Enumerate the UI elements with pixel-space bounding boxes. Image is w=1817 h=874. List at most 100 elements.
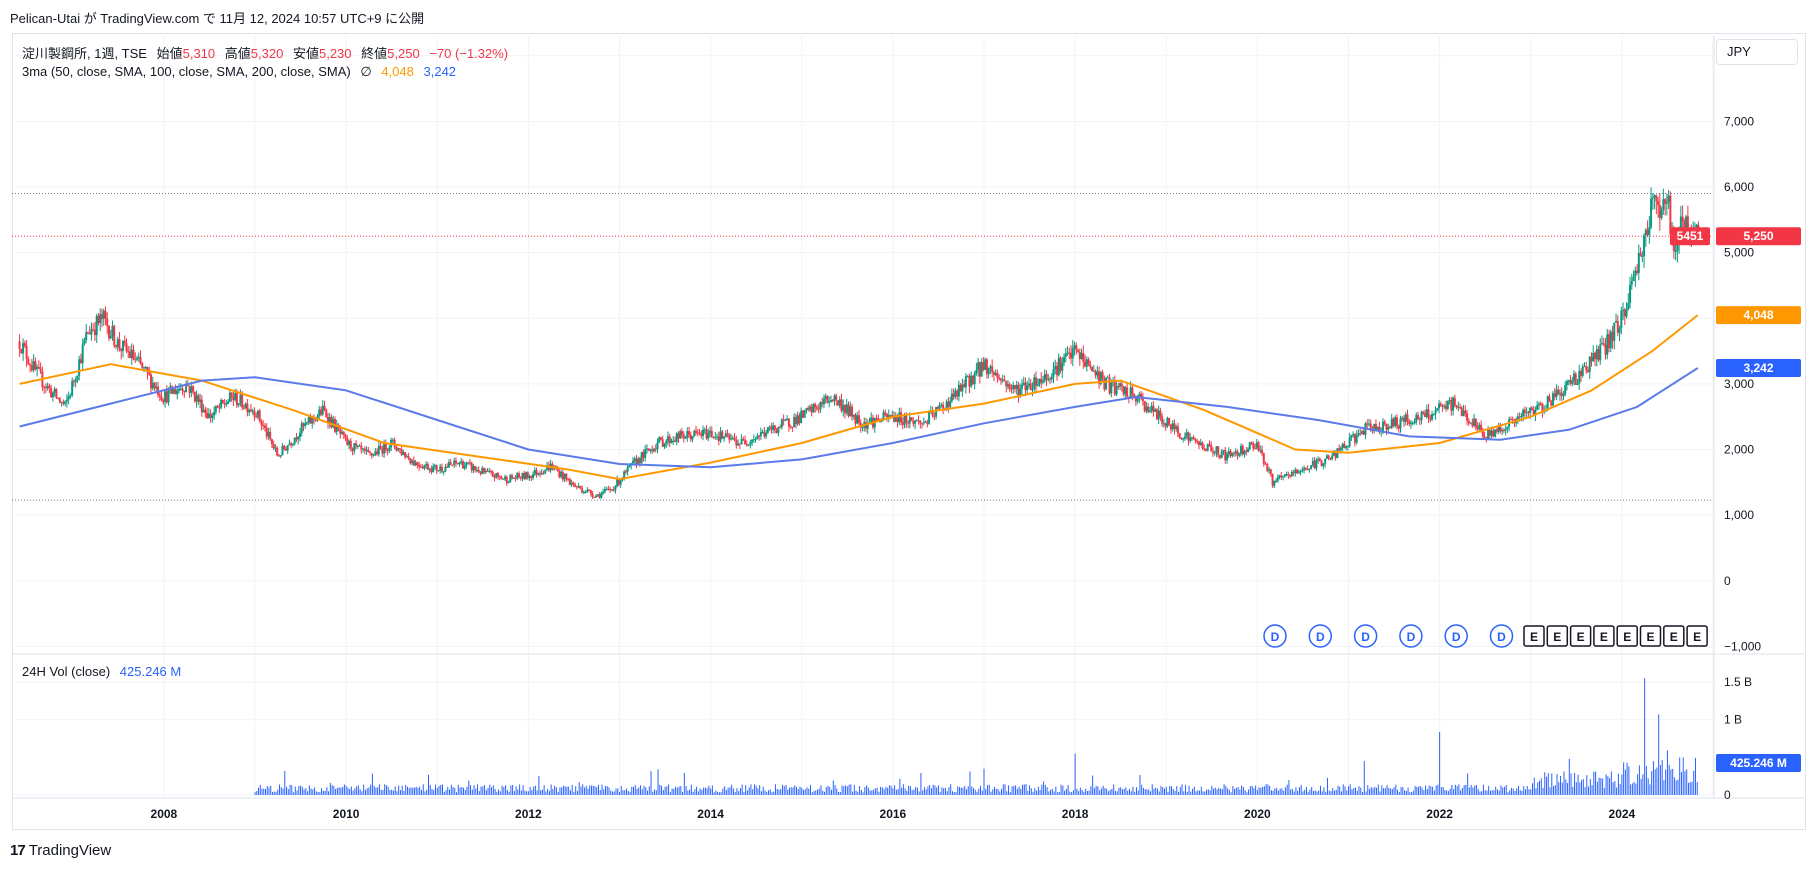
candle-body (572, 482, 575, 485)
candle-body (1066, 352, 1069, 354)
candle-body (577, 485, 580, 488)
candle-body (211, 415, 214, 418)
candle-body (773, 425, 776, 430)
candle-body (199, 399, 202, 403)
candle-body (903, 415, 906, 425)
candle-body (1453, 397, 1456, 406)
candle-body (603, 489, 606, 492)
candle-body (253, 410, 256, 417)
candle-body (465, 462, 468, 466)
candle-body (1565, 381, 1568, 385)
candle-body (65, 399, 68, 402)
candle-body (1438, 403, 1441, 409)
candle-body (482, 468, 485, 473)
candle-body (88, 333, 91, 335)
candle-body (178, 388, 181, 391)
candle-body (1303, 468, 1306, 471)
candle-body (370, 453, 373, 456)
last-price-label: 5,250 (1716, 227, 1801, 246)
candle-body (383, 442, 386, 454)
ma-hidden-icon[interactable]: ∅ (360, 64, 372, 79)
candle-body (1294, 469, 1297, 474)
candle-body (1131, 387, 1134, 395)
candle-body (1410, 422, 1413, 425)
candle-body (919, 420, 922, 424)
candle-body (1648, 227, 1651, 235)
candle-body (290, 443, 293, 446)
candle-body (539, 472, 542, 475)
candle-body (1220, 451, 1223, 458)
candle-body (1084, 361, 1087, 367)
candle-body (72, 381, 75, 383)
candle-body (1192, 437, 1195, 440)
symbol-label[interactable]: 淀川製鋼所, 1週, TSE (22, 46, 147, 61)
candle-body (710, 430, 713, 437)
candle-body (409, 458, 412, 464)
candle-body (800, 410, 803, 424)
candle-body (484, 470, 487, 473)
candle-body (801, 410, 804, 418)
candle-body (51, 392, 54, 398)
candle-body (1254, 448, 1257, 450)
candle-body (700, 433, 703, 436)
candle-body (570, 482, 573, 485)
earnings-marker-box (1616, 625, 1638, 647)
ma100-last-label: 3,242 (1716, 358, 1801, 377)
candle-body (1422, 411, 1425, 414)
candle-body (1061, 362, 1064, 371)
candle-body (64, 401, 67, 404)
candle-body (624, 471, 627, 473)
candle-body (567, 478, 570, 480)
candle-body (1459, 406, 1462, 408)
candle-body (1532, 410, 1535, 416)
candle-body (935, 406, 938, 417)
candle-body (258, 410, 261, 422)
candle-body (1348, 437, 1351, 446)
candle-body (136, 357, 139, 360)
earnings-marker-text: E (1577, 630, 1585, 644)
earnings-marker: E (1663, 625, 1685, 647)
currency-button[interactable]: JPY (1716, 39, 1798, 65)
candle-body (582, 492, 585, 494)
candle-body (1571, 380, 1574, 384)
candle-body (281, 445, 284, 456)
candle-body (1522, 409, 1525, 417)
candle-body (1467, 420, 1470, 424)
candle-body (707, 433, 710, 439)
ma-indicator-label[interactable]: 3ma (50, close, SMA, 100, close, SMA, 20… (22, 64, 351, 79)
candle-body (55, 388, 58, 398)
candle-body (1049, 378, 1052, 380)
candle-body (1644, 229, 1647, 236)
candle-body (1233, 453, 1236, 455)
ma100-last-label-text: 3,242 (1743, 361, 1773, 375)
volume-indicator-label[interactable]: 24H Vol (close) (22, 664, 111, 679)
tradingview-logo[interactable]: 17 TradingView (10, 842, 111, 859)
candle-body (1418, 419, 1421, 421)
candle-body (651, 449, 654, 452)
candle-body (362, 448, 365, 450)
candle-body (537, 472, 540, 475)
candle-body (1662, 199, 1665, 210)
candle-body (1145, 406, 1148, 412)
candle-body (1082, 353, 1085, 362)
candle-body (1115, 386, 1118, 395)
candle-body (1218, 455, 1221, 458)
candle-body (833, 395, 836, 401)
candle-body (463, 465, 466, 469)
candle-body (964, 376, 967, 388)
candle-body (162, 400, 165, 403)
candle-body (1189, 437, 1192, 441)
earnings-marker-text: E (1553, 630, 1561, 644)
candle-body (220, 400, 223, 408)
volume-tick-label: 0 (1724, 788, 1731, 802)
candle-body (602, 491, 605, 494)
candle-body (400, 449, 403, 455)
candle-body (1169, 424, 1172, 430)
candle-body (1204, 449, 1207, 451)
candle-body (1464, 410, 1467, 414)
volume-last-label: 425.246 M (1716, 753, 1801, 772)
candle-body (574, 484, 577, 487)
candle-body (1360, 431, 1363, 434)
candle-body (875, 418, 878, 420)
